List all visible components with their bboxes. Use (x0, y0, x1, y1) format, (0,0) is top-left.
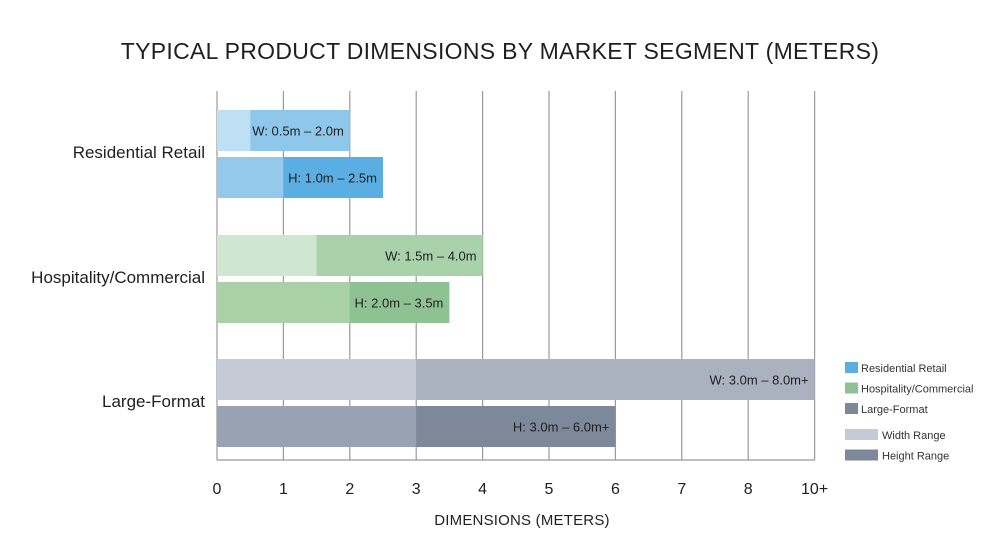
width-bar-base (217, 110, 251, 151)
height-range-bar (283, 157, 383, 198)
x-tick-label: 1 (279, 481, 288, 498)
x-tick-label: 7 (677, 481, 686, 498)
x-tick-label: 8 (744, 481, 753, 498)
category-label: Hospitality/Commercial (31, 268, 205, 287)
legend-swatch (845, 362, 858, 373)
height-range-bar (416, 406, 616, 447)
legend-range-label: Height Range (882, 451, 949, 463)
x-tick-label: 10+ (801, 481, 828, 498)
width-range-label: W: 3.0m – 8.0m+ (709, 373, 808, 388)
height-bar-base (217, 406, 417, 447)
width-range-bar (416, 359, 815, 400)
chart-title: TYPICAL PRODUCT DIMENSIONS BY MARKET SEG… (120, 38, 880, 64)
x-tick-label: 0 (213, 481, 222, 498)
x-tick-label: 4 (478, 481, 487, 498)
legend-swatch (845, 382, 858, 394)
height-range-label: H: 1.0m – 2.5m (288, 171, 377, 186)
legend-range-swatch (845, 449, 878, 461)
legend-range-label: Width Range (882, 430, 946, 442)
height-range-label: H: 3.0m – 6.0m+ (513, 420, 609, 435)
category-label: Large-Format (102, 392, 205, 411)
height-range-bar (349, 282, 450, 323)
width-bar-base (217, 235, 317, 276)
legend-label: Large-Format (861, 404, 928, 416)
legend-label: Residential Retail (861, 363, 947, 375)
width-range-bar (316, 235, 483, 276)
legend-swatch (845, 403, 858, 414)
legend-range-swatch (845, 429, 878, 440)
x-axis-title: DIMENSIONS (METERS) (434, 512, 609, 529)
width-range-label: W: 0.5m – 2.0m (252, 124, 344, 139)
height-bar-base (217, 282, 350, 323)
x-tick-label: 3 (412, 481, 421, 498)
category-label: Residential Retail (73, 143, 205, 162)
x-tick-label: 5 (545, 481, 554, 498)
width-bar-base (217, 359, 417, 400)
height-bar-base (217, 157, 284, 198)
x-tick-label: 6 (611, 481, 620, 498)
width-range-label: W: 1.5m – 4.0m (385, 249, 477, 264)
height-range-label: H: 2.0m – 3.5m (355, 296, 444, 311)
x-tick-label: 2 (345, 481, 354, 498)
width-range-bar (250, 110, 350, 151)
legend-label: Hospitality/Commercial (861, 384, 973, 396)
